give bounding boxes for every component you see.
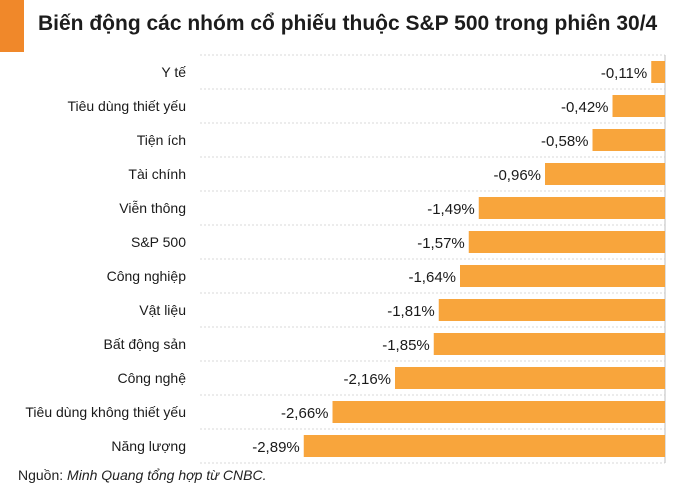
category-label: Tiện ích: [137, 132, 186, 148]
category-label: Viễn thông: [119, 200, 186, 216]
value-label: -0,42%: [561, 99, 609, 116]
bar-10: [332, 401, 665, 423]
value-label: -1,81%: [387, 303, 435, 320]
category-label: Tài chính: [128, 166, 186, 182]
value-label: -2,66%: [281, 405, 329, 422]
bar-4: [478, 197, 665, 219]
value-label: -1,49%: [427, 201, 475, 218]
bar-2: [592, 129, 665, 151]
value-label: -0,11%: [601, 65, 647, 82]
category-label: Tiêu dùng không thiết yếu: [25, 404, 186, 420]
category-label: Vật liệu: [139, 302, 186, 318]
category-label: Năng lượng: [111, 438, 186, 454]
bar-11: [303, 435, 665, 457]
category-label: Công nghiệp: [107, 268, 187, 284]
source-label: Nguồn:: [18, 467, 64, 483]
category-label: Tiêu dùng thiết yếu: [67, 98, 186, 114]
bar-1: [612, 95, 665, 117]
chart-title: Biến động các nhóm cổ phiếu thuộc S&P 50…: [38, 12, 658, 35]
value-label: -1,57%: [417, 235, 465, 252]
value-label: -0,96%: [493, 167, 541, 184]
bar-3: [545, 163, 665, 185]
value-label: -2,89%: [252, 439, 300, 456]
source-text: Minh Quang tổng hợp từ CNBC.: [67, 467, 267, 483]
bar-5: [468, 231, 665, 253]
source-note: Nguồn: Minh Quang tổng hợp từ CNBC.: [18, 467, 266, 483]
bar-7: [438, 299, 665, 321]
title-accent-bar: [0, 0, 24, 52]
bar-8: [433, 333, 665, 355]
category-label: Công nghệ: [117, 370, 186, 386]
bar-9: [395, 367, 665, 389]
category-label: Y tế: [161, 64, 186, 80]
value-label: -2,16%: [343, 371, 391, 388]
value-label: -1,85%: [382, 337, 430, 354]
bar-0: [651, 61, 665, 83]
value-label: -0,58%: [541, 133, 589, 150]
category-label: S&P 500: [131, 234, 186, 250]
bar-6: [460, 265, 665, 287]
category-label: Bất động sản: [103, 336, 186, 352]
value-label: -1,64%: [408, 269, 456, 286]
